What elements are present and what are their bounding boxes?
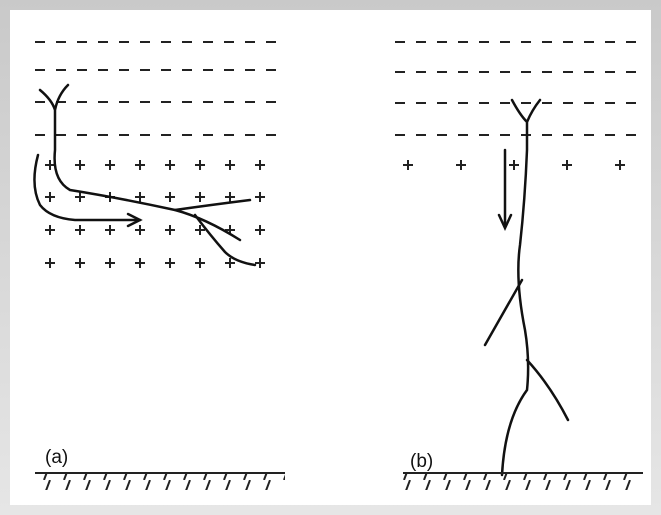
lightning-a	[33, 83, 257, 267]
panel-label: (a)	[45, 447, 68, 468]
ground	[35, 472, 643, 490]
positive-charges	[45, 160, 625, 268]
panel-background	[10, 10, 651, 505]
lightning-b	[483, 98, 570, 477]
panel-label: (b)	[410, 451, 433, 472]
